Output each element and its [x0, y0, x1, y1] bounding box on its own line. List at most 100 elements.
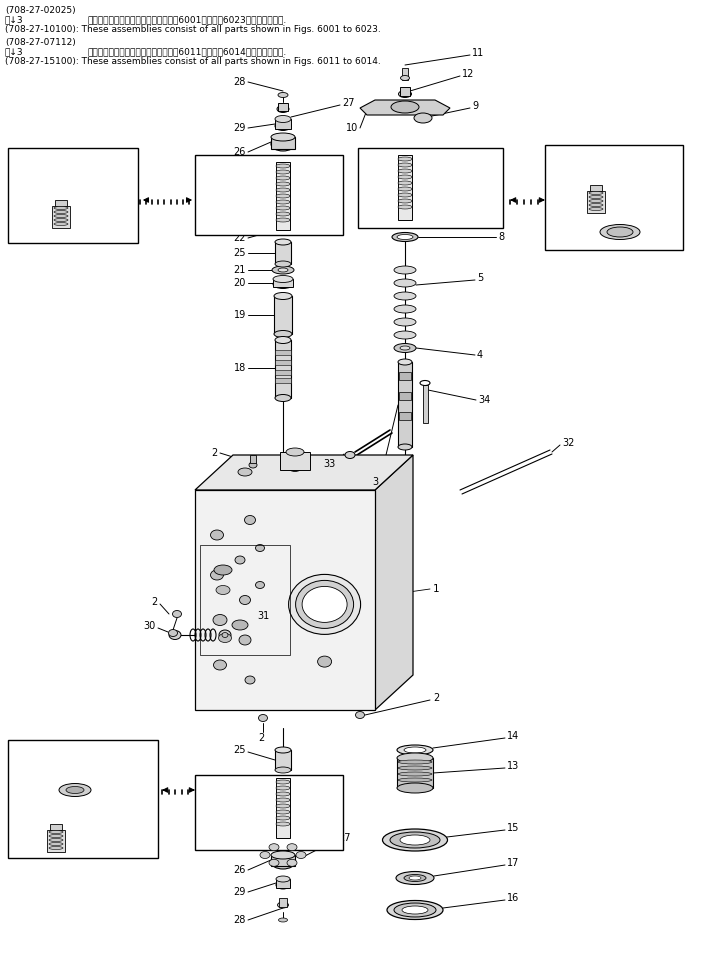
Ellipse shape [398, 205, 412, 209]
Bar [271, 137, 295, 149]
Ellipse shape [398, 772, 432, 776]
Ellipse shape [276, 881, 290, 889]
Bar [275, 340, 291, 398]
Bar [8, 740, 158, 858]
Text: 3: 3 [372, 477, 378, 487]
Text: 6: 6 [368, 153, 375, 163]
Ellipse shape [275, 122, 291, 131]
Text: 13: 13 [507, 761, 520, 771]
Text: 29: 29 [233, 123, 246, 133]
Ellipse shape [394, 279, 416, 287]
Ellipse shape [278, 902, 288, 908]
Ellipse shape [276, 786, 290, 790]
Ellipse shape [589, 192, 603, 195]
Bar [275, 750, 291, 770]
Text: 27: 27 [342, 98, 354, 108]
Ellipse shape [409, 876, 421, 880]
Text: ·  ~: · ~ [14, 168, 36, 177]
Ellipse shape [269, 860, 279, 866]
Ellipse shape [394, 292, 416, 300]
Bar [275, 242, 291, 264]
Ellipse shape [276, 218, 290, 222]
Text: 28: 28 [233, 77, 246, 87]
Text: (708-27-10100): These assemblies consist of all parts shown in Figs. 6001 to 602: (708-27-10100): These assemblies consist… [5, 25, 381, 35]
Ellipse shape [276, 810, 290, 814]
Text: これらのアッセンブリの構成部品は第6011図から第6014図まで含みます.: これらのアッセンブリの構成部品は第6011図から第6014図まで含みます. [88, 47, 288, 56]
Polygon shape [195, 455, 413, 490]
Bar [275, 350, 291, 355]
Text: 34: 34 [478, 395, 490, 405]
Ellipse shape [273, 280, 293, 288]
Bar [545, 145, 683, 250]
Text: Serial No.: Serial No. [14, 751, 58, 761]
Polygon shape [360, 100, 450, 115]
Ellipse shape [169, 630, 181, 640]
Ellipse shape [272, 266, 294, 274]
Bar [398, 362, 412, 447]
Ellipse shape [295, 581, 354, 628]
Ellipse shape [278, 93, 288, 98]
Bar [55, 200, 67, 206]
Ellipse shape [213, 615, 227, 625]
Ellipse shape [402, 906, 428, 914]
Ellipse shape [255, 582, 264, 589]
Ellipse shape [275, 395, 291, 402]
Ellipse shape [210, 530, 224, 540]
Ellipse shape [397, 783, 433, 793]
Ellipse shape [276, 188, 290, 192]
Ellipse shape [276, 822, 290, 826]
Bar [400, 87, 410, 96]
Text: 2: 2 [152, 597, 158, 607]
Ellipse shape [269, 844, 279, 851]
Ellipse shape [286, 448, 304, 456]
Ellipse shape [274, 292, 292, 299]
Text: 22: 22 [233, 233, 246, 243]
Ellipse shape [398, 175, 412, 179]
Ellipse shape [589, 196, 603, 198]
Bar [274, 296, 292, 334]
Ellipse shape [49, 842, 63, 845]
Ellipse shape [271, 851, 295, 859]
Ellipse shape [273, 276, 293, 283]
Ellipse shape [287, 844, 297, 851]
Text: 21: 21 [233, 265, 246, 275]
Text: 5: 5 [477, 273, 483, 283]
Ellipse shape [399, 90, 411, 98]
Ellipse shape [394, 305, 416, 313]
Ellipse shape [169, 629, 177, 637]
Text: 28: 28 [233, 915, 246, 925]
Ellipse shape [59, 783, 91, 797]
Ellipse shape [276, 200, 290, 204]
Ellipse shape [398, 163, 412, 167]
Text: 26: 26 [233, 865, 246, 875]
Ellipse shape [394, 903, 436, 917]
Ellipse shape [219, 630, 231, 640]
Bar [358, 148, 503, 228]
Ellipse shape [394, 331, 416, 339]
Bar [397, 758, 433, 788]
Text: 適用番号: 適用番号 [14, 150, 35, 160]
Ellipse shape [401, 76, 410, 80]
Ellipse shape [287, 860, 297, 866]
Text: (708-27-02025): (708-27-02025) [5, 6, 76, 15]
Bar [52, 206, 70, 228]
Ellipse shape [396, 871, 434, 885]
Ellipse shape [382, 829, 448, 851]
Ellipse shape [238, 468, 252, 476]
Text: 24: 24 [18, 210, 31, 220]
Ellipse shape [49, 846, 63, 850]
Text: 25: 25 [233, 745, 246, 755]
Ellipse shape [296, 852, 306, 859]
Ellipse shape [66, 786, 84, 794]
Ellipse shape [255, 544, 264, 552]
Bar [271, 855, 295, 866]
Polygon shape [375, 455, 413, 710]
Ellipse shape [289, 465, 301, 471]
Ellipse shape [278, 918, 288, 922]
Ellipse shape [276, 816, 290, 820]
Ellipse shape [172, 611, 181, 618]
Text: 25: 25 [233, 248, 246, 258]
Ellipse shape [276, 876, 290, 882]
Ellipse shape [49, 831, 63, 833]
Ellipse shape [259, 714, 268, 721]
